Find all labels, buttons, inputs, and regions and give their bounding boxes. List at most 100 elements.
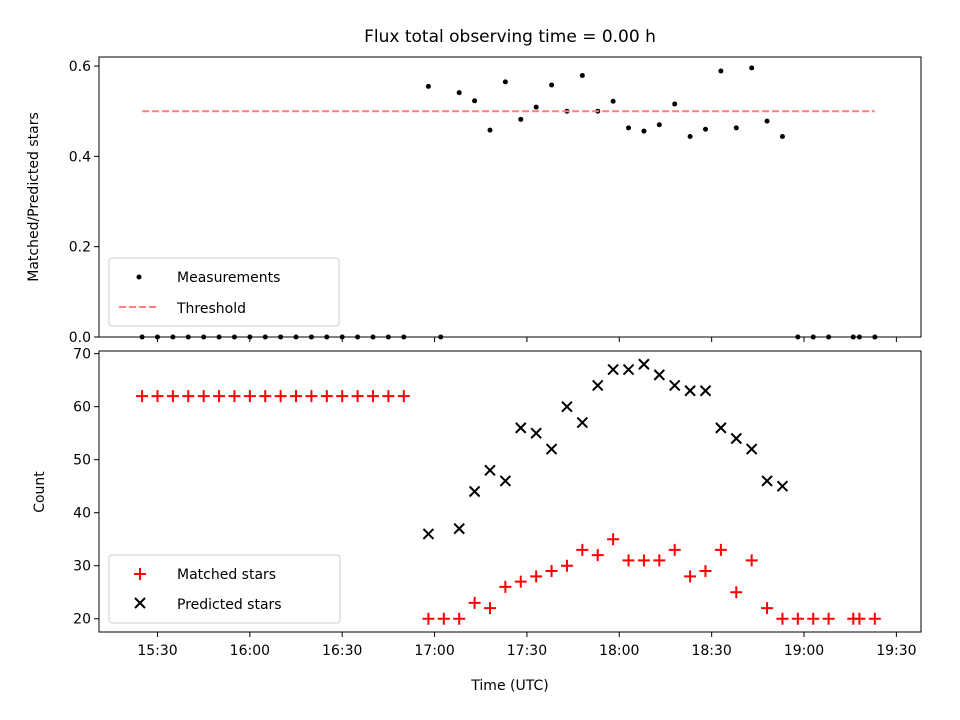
measurements-point	[779, 133, 785, 139]
matched-stars-point	[560, 559, 573, 572]
matched-stars-point	[868, 612, 881, 625]
predicted-stars-point	[669, 379, 681, 392]
matched-stars-point	[367, 390, 379, 403]
x-tick-label: 17:30	[507, 643, 547, 659]
matched-stars-point	[397, 390, 410, 403]
measurements-point	[672, 101, 678, 107]
matched-stars-point	[305, 390, 318, 403]
measurements-point	[656, 122, 662, 128]
matched-stars-point	[637, 554, 650, 567]
count-y-axis-label: Count	[32, 471, 48, 513]
predicted-stars-point	[653, 369, 666, 381]
predicted-stars-point	[715, 422, 727, 434]
matched-stars-point	[274, 390, 287, 403]
count-panel: Count Time (UTC) 20 30 40 50 60 70 15:30 16:00 1…	[32, 347, 922, 694]
ratio-legend: Measurements Threshold	[108, 257, 340, 327]
matched-stars-point	[351, 390, 364, 403]
predicted-stars-point	[592, 379, 604, 392]
count-y-tick-label: 20	[73, 612, 91, 628]
matched-stars-point	[530, 570, 543, 583]
count-plot-frame	[98, 350, 922, 633]
matched-stars-point	[776, 612, 789, 625]
count-y-tick-label: 30	[73, 559, 91, 575]
predicted-stars-point	[576, 416, 589, 429]
ratio-y-tick-label: 0.0	[69, 330, 91, 346]
matched-stars-point	[182, 390, 195, 403]
matched-stars-point	[468, 596, 481, 609]
predicted-stars-point	[561, 400, 573, 413]
matched-stars-point	[290, 390, 303, 403]
x-tick-label: 18:30	[691, 643, 731, 659]
measurements-point	[579, 73, 585, 79]
measurements-point	[487, 127, 493, 133]
measurements-point	[456, 90, 462, 96]
measurements-point	[502, 79, 508, 85]
count-legend-box	[108, 554, 341, 624]
matched-stars-point	[320, 390, 333, 403]
x-axis-label: Time (UTC)	[470, 678, 548, 694]
legend-marker-measurements	[136, 274, 142, 280]
predicted-stars-point	[530, 427, 542, 439]
matched-stars-point	[166, 390, 179, 403]
predicted-stars-point	[699, 385, 712, 397]
matched-stars-point	[761, 602, 774, 615]
matched-stars-point	[514, 575, 527, 588]
legend-marker-matched-stars	[134, 568, 146, 580]
legend-label-measurements: Measurements	[177, 270, 280, 286]
predicted-stars-point	[607, 363, 619, 376]
measurements-point	[472, 98, 478, 104]
matched-stars-point	[576, 543, 589, 556]
count-plot-area: 20 30 40 50 60 70 15:30 16:00 16:30 17:00 17:30 18:…	[73, 347, 916, 659]
legend-label-predicted-stars: Predicted stars	[177, 597, 282, 613]
matched-stars-point	[699, 565, 712, 578]
x-tick-label: 17:00	[414, 643, 454, 659]
predicted-stars-point	[745, 443, 758, 455]
matched-stars-point	[136, 390, 149, 403]
matched-stars-point	[853, 612, 866, 625]
predicted-stars-point	[638, 358, 650, 370]
matched-stars-point	[791, 612, 804, 625]
matched-stars-point	[243, 390, 256, 403]
predicted-stars-point	[422, 528, 435, 540]
matched-stars-point	[684, 570, 697, 583]
matched-stars-point	[807, 612, 820, 625]
predicted-stars-point	[545, 443, 558, 455]
measurements-point	[733, 125, 739, 131]
count-y-tick-label: 40	[73, 506, 91, 522]
chart-title: Flux total observing time = 0.00 h	[364, 27, 656, 47]
measurements-point	[425, 83, 431, 89]
matched-stars-point	[228, 390, 241, 403]
ratio-plot-frame	[98, 56, 922, 338]
predicted-stars-point	[453, 522, 465, 535]
matched-stars-point	[499, 580, 512, 593]
measurements-point	[518, 116, 524, 122]
matched-stars-point	[591, 549, 604, 562]
ratio-y-tick-label: 0.2	[69, 240, 91, 256]
measurements-point	[687, 133, 693, 139]
matched-stars-point	[483, 602, 496, 615]
matched-stars-point	[714, 543, 727, 556]
matched-stars-point	[622, 554, 635, 567]
predicted-stars-point	[776, 480, 789, 492]
measurements-point	[549, 82, 555, 88]
matched-stars-point	[382, 390, 395, 403]
matched-stars-point	[653, 554, 666, 567]
matched-stars-point	[745, 554, 758, 567]
measurements-point	[641, 128, 647, 134]
ratio-legend-box	[108, 257, 340, 327]
x-tick-label: 19:30	[876, 643, 916, 659]
measurements-point	[718, 68, 724, 74]
measurements-point	[533, 104, 539, 110]
x-tick-label: 16:00	[230, 643, 270, 659]
count-y-tick-label: 50	[73, 453, 91, 469]
count-legend: Matched stars Predicted stars	[108, 554, 341, 624]
ratio-y-tick-label: 0.6	[69, 59, 91, 75]
matched-stars-point	[730, 586, 743, 599]
measurements-point	[610, 98, 616, 104]
matched-stars-point	[437, 612, 450, 625]
matched-stars-point	[336, 390, 349, 403]
predicted-stars-point	[730, 432, 742, 445]
legend-label-matched-stars: Matched stars	[177, 567, 276, 583]
x-tick-label: 15:30	[137, 643, 177, 659]
